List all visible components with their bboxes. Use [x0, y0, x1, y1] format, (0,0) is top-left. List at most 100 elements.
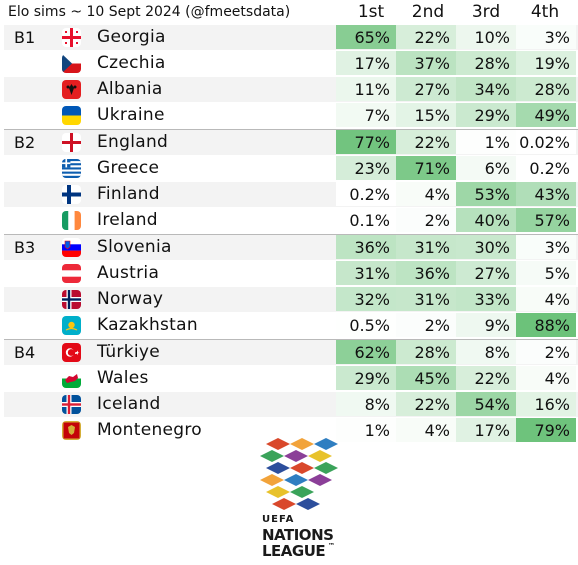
probability-cell: 30% — [456, 235, 516, 259]
probability-cell: 29% — [456, 103, 516, 127]
team-name: Greece — [97, 158, 160, 178]
probability-cell: 10% — [456, 25, 516, 49]
team-name: Montenegro — [97, 420, 203, 440]
team-name: Slovenia — [97, 237, 172, 257]
probability-cell: 8% — [336, 392, 396, 416]
probability-cell: 54% — [456, 392, 516, 416]
ukraine-flag-icon — [62, 106, 81, 125]
probability-cell: 36% — [336, 235, 396, 259]
probability-cell: 88% — [516, 313, 576, 337]
probability-cell: 37% — [396, 51, 456, 75]
probability-table: B1 Georgia 65% 22% 10% 3% Czechia 17% 37% 28% 19% A… — [4, 25, 578, 444]
team-name: Finland — [97, 184, 160, 204]
logo-league-text: LEAGUE — [262, 542, 326, 560]
probability-cell: 49% — [516, 103, 576, 127]
table-row: Montenegro 1% 4% 17% 79% — [4, 418, 578, 444]
team-name: Georgia — [97, 27, 166, 47]
probability-cell: 27% — [396, 77, 456, 101]
probability-cell: 43% — [516, 182, 576, 206]
probability-cell: 1% — [456, 130, 516, 154]
probability-cell: 4% — [516, 287, 576, 311]
greece-flag-icon — [62, 159, 81, 178]
column-header-1st: 1st — [357, 2, 385, 22]
probability-cell: 22% — [456, 366, 516, 390]
probability-cell: 32% — [336, 287, 396, 311]
probability-cell: 0.2% — [516, 156, 576, 180]
probability-cell: 4% — [516, 366, 576, 390]
probability-cell: 2% — [516, 340, 576, 364]
logo-nations-text: NATIONS — [262, 526, 334, 544]
iceland-flag-icon — [62, 395, 81, 414]
table-row: Wales 29% 45% 22% 4% — [4, 366, 578, 392]
probability-cell: 22% — [396, 130, 456, 154]
probability-cell: 9% — [456, 313, 516, 337]
probability-cell: 23% — [336, 156, 396, 180]
probability-cell: 31% — [336, 261, 396, 285]
probability-cell: 77% — [336, 130, 396, 154]
england-flag-icon — [62, 133, 81, 152]
logo-uefa-text: UEFA — [262, 514, 295, 525]
probability-cell: 4% — [396, 182, 456, 206]
probability-cell: 36% — [396, 261, 456, 285]
table-row: Albania 11% 27% 34% 28% — [4, 77, 578, 103]
logo-trademark: ™ — [328, 542, 335, 550]
probability-cell: 62% — [336, 340, 396, 364]
probability-cell: 22% — [396, 392, 456, 416]
probability-cell: 19% — [516, 51, 576, 75]
group-label: B1 — [14, 28, 36, 47]
probability-cell: 29% — [336, 366, 396, 390]
probability-cell: 17% — [456, 418, 516, 442]
team-name: Czechia — [97, 53, 166, 73]
group-label: B2 — [14, 133, 36, 152]
wales-flag-icon — [62, 369, 81, 388]
table-row: B2 England 77% 22% 1% 0.02% — [4, 129, 578, 156]
austria-flag-icon — [62, 264, 81, 283]
table-row: Iceland 8% 22% 54% 16% — [4, 392, 578, 418]
probability-cell: 1% — [336, 418, 396, 442]
uefa-nations-league-logo: UEFA NATIONS LEAGUE ™ — [256, 434, 340, 560]
team-name: Norway — [97, 289, 164, 309]
georgia-flag-icon — [62, 28, 81, 47]
column-header-4th: 4th — [530, 2, 560, 22]
probability-cell: 33% — [456, 287, 516, 311]
table-title: Elo sims ~ 10 Sept 2024 (@fmeetsdata) — [8, 4, 291, 20]
team-name: Türkiye — [97, 342, 161, 362]
probability-cell: 45% — [396, 366, 456, 390]
team-name: Wales — [97, 368, 149, 388]
column-header-3rd: 3rd — [471, 2, 501, 22]
kazakhstan-flag-icon — [62, 316, 81, 335]
ireland-flag-icon — [62, 211, 81, 230]
table-row: Greece 23% 71% 6% 0.2% — [4, 156, 578, 182]
probability-cell: 0.1% — [336, 208, 396, 232]
table-row: Ireland 0.1% 2% 40% 57% — [4, 208, 578, 234]
probability-cell: 34% — [456, 77, 516, 101]
table-row: B3 Slovenia 36% 31% 30% 3% — [4, 234, 578, 261]
probability-cell: 11% — [336, 77, 396, 101]
probability-cell: 53% — [456, 182, 516, 206]
team-name: Kazakhstan — [97, 315, 198, 335]
probability-cell: 31% — [396, 287, 456, 311]
probability-cell: 3% — [516, 235, 576, 259]
probability-cell: 8% — [456, 340, 516, 364]
group-label: B4 — [14, 343, 36, 362]
turkiye-flag-icon — [62, 343, 81, 362]
probability-cell: 4% — [396, 418, 456, 442]
table-row: B1 Georgia 65% 22% 10% 3% — [4, 25, 578, 51]
probability-cell: 2% — [396, 313, 456, 337]
table-row: Kazakhstan 0.5% 2% 9% 88% — [4, 313, 578, 339]
table-row: Ukraine 7% 15% 29% 49% — [4, 103, 578, 129]
probability-cell: 15% — [396, 103, 456, 127]
slovenia-flag-icon — [62, 238, 81, 257]
table-row: Finland 0.2% 4% 53% 43% — [4, 182, 578, 208]
group-label: B3 — [14, 238, 36, 257]
probability-cell: 2% — [396, 208, 456, 232]
table-row: B4 Türkiye 62% 28% 8% 2% — [4, 339, 578, 366]
team-name: Austria — [97, 263, 160, 283]
probability-cell: 16% — [516, 392, 576, 416]
probability-cell: 6% — [456, 156, 516, 180]
probability-cell: 57% — [516, 208, 576, 232]
table-header: Elo sims ~ 10 Sept 2024 (@fmeetsdata) 1s… — [0, 0, 578, 25]
team-name: Ireland — [97, 210, 158, 230]
table-row: Norway 32% 31% 33% 4% — [4, 287, 578, 313]
albania-flag-icon — [62, 80, 81, 99]
